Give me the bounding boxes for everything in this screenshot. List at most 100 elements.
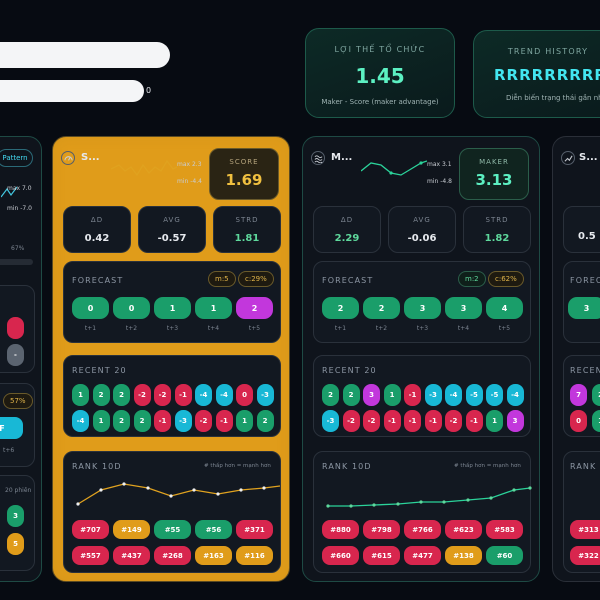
rank-chip[interactable]: #55 bbox=[154, 520, 191, 539]
left-sparkline bbox=[1, 186, 17, 198]
recent-chip: 2 bbox=[113, 410, 130, 432]
maker-rank-line bbox=[326, 486, 532, 508]
rank-chip[interactable]: #707 bbox=[72, 520, 109, 539]
left-tag: 57% bbox=[3, 393, 33, 409]
score-min-label: min -4.4 bbox=[177, 178, 202, 185]
recent-chip: -3 bbox=[424, 384, 442, 406]
forecast-step-label: t+3 bbox=[166, 325, 179, 332]
recent-chip: -1 bbox=[383, 410, 401, 432]
forecast-label: FORECAST bbox=[72, 276, 124, 285]
secondary-input[interactable] bbox=[0, 80, 144, 102]
maker-panel-title: M... bbox=[331, 152, 353, 163]
recent-chip: 1 bbox=[236, 410, 253, 432]
rank-chip[interactable]: #477 bbox=[404, 546, 441, 565]
maker-panel: M... max 3.1 min -4.8 MAKER 3.13 ΔD 2.29… bbox=[302, 136, 540, 582]
trend-history-subtitle: Diễn biến trạng thái gần nh bbox=[506, 94, 600, 102]
forecast-chip[interactable]: 3 bbox=[445, 297, 482, 319]
recent-chip: 0 bbox=[236, 384, 253, 406]
left-min-label: min -7.0 bbox=[7, 205, 32, 212]
score-forecast-card: FORECAST m:5 c:29% 0 t+1 0 t+2 1 t+3 1 t+4 2 t+5 bbox=[63, 261, 281, 343]
rank-chip[interactable]: #766 bbox=[404, 520, 441, 539]
rank-chip[interactable]: #880 bbox=[322, 520, 359, 539]
score-max-label: max 2.3 bbox=[177, 161, 202, 168]
recent-chip: 1 bbox=[383, 384, 401, 406]
recent-chip: 2 bbox=[113, 384, 130, 406]
rank-chip[interactable]: #138 bbox=[445, 546, 482, 565]
rank-chip[interactable]: #557 bbox=[72, 546, 109, 565]
rank-chip[interactable]: #149 bbox=[113, 520, 150, 539]
maker-min-label: min -4.8 bbox=[427, 178, 452, 185]
rank-chip[interactable]: #798 bbox=[363, 520, 400, 539]
rank-chip[interactable]: #437 bbox=[113, 546, 150, 565]
rank-chip[interactable]: #660 bbox=[322, 546, 359, 565]
search-input[interactable] bbox=[0, 42, 170, 68]
rank-chip[interactable]: #60 bbox=[486, 546, 523, 565]
forecast-chip[interactable]: 3 bbox=[404, 297, 441, 319]
forecast-chip[interactable]: 2 bbox=[236, 297, 273, 319]
rank-chip[interactable]: #623 bbox=[445, 520, 482, 539]
score-rank-card: RANK 10D # thấp hơn = mạnh hơn #707 #149 #… bbox=[63, 451, 281, 573]
forecast-step-label: t+3 bbox=[416, 325, 429, 332]
recent-label: RECENT 20 bbox=[322, 366, 377, 375]
right-recent-card: RECEN 7 2 0 1 bbox=[563, 355, 600, 437]
rank-chip[interactable]: #116 bbox=[236, 546, 273, 565]
rank-chip[interactable]: #583 bbox=[486, 520, 523, 539]
rank-note: # thấp hơn = mạnh hơn bbox=[204, 463, 271, 469]
forecast-step-label: t+5 bbox=[498, 325, 511, 332]
score-rank-line bbox=[76, 482, 281, 506]
rank-chip[interactable]: #56 bbox=[195, 520, 232, 539]
score-metric-strd: STRD 1.81 bbox=[213, 206, 281, 253]
metric-value: 1.82 bbox=[484, 233, 510, 244]
metric-label: STRD bbox=[235, 216, 259, 224]
forecast-chip[interactable]: 0 bbox=[72, 297, 109, 319]
right-panel-title: S... bbox=[579, 152, 598, 163]
recent-chip: -2 bbox=[195, 410, 212, 432]
gauge-icon[interactable] bbox=[61, 151, 75, 165]
forecast-chip[interactable]: 2 bbox=[322, 297, 359, 319]
rank-chip[interactable]: #163 bbox=[195, 546, 232, 565]
recent-chip: 2 bbox=[92, 384, 110, 406]
forecast-chip[interactable]: 1 bbox=[195, 297, 232, 319]
forecast-chip[interactable]: 1 bbox=[154, 297, 191, 319]
recent-chip: 0 bbox=[570, 410, 587, 432]
recent-chip: -5 bbox=[486, 384, 503, 406]
recent-label: RECEN bbox=[570, 366, 600, 375]
rank-chip[interactable]: #268 bbox=[154, 546, 191, 565]
left-chip-3: 3 bbox=[7, 505, 24, 527]
rank-chip[interactable]: #615 bbox=[363, 546, 400, 565]
forecast-tag-c: c:29% bbox=[238, 271, 274, 287]
left-progress-track bbox=[0, 259, 33, 265]
recent-chip: 2 bbox=[133, 410, 151, 432]
recent-chip: 1 bbox=[92, 410, 110, 432]
rank-chip: #313 bbox=[570, 520, 600, 539]
recent-chip: 7 bbox=[570, 384, 587, 406]
trend-history-title: TREND HISTORY bbox=[507, 47, 589, 56]
score-metric-delta: ΔD 0.42 bbox=[63, 206, 131, 253]
right-forecast-card: FORECAS 3 bbox=[563, 261, 600, 343]
pattern-button[interactable]: Pattern bbox=[0, 149, 33, 167]
recent-chip: -1 bbox=[465, 410, 483, 432]
recent-chip: -1 bbox=[154, 410, 171, 432]
forecast-chip[interactable]: 2 bbox=[363, 297, 400, 319]
forecast-label: FORECAST bbox=[322, 276, 374, 285]
forecast-chip[interactable]: 4 bbox=[486, 297, 523, 319]
recent-chip: 2 bbox=[256, 410, 274, 432]
metric-value: -0.57 bbox=[157, 233, 187, 244]
metric-value: 2.29 bbox=[334, 233, 360, 244]
waves-icon[interactable] bbox=[311, 151, 325, 165]
left-card-3 bbox=[0, 475, 35, 571]
forecast-step-label: t+4 bbox=[207, 325, 220, 332]
recent-chip: -2 bbox=[133, 384, 151, 406]
trend-history-card: TREND HISTORY RRRRRRRRR Diễn biến trạng … bbox=[473, 30, 600, 118]
right-metric: 0.5 bbox=[563, 206, 600, 253]
maker-advantage-subtitle: Maker - Score (maker advantage) bbox=[321, 98, 439, 106]
left-f-button[interactable]: F bbox=[0, 417, 23, 439]
forecast-chip[interactable]: 0 bbox=[113, 297, 150, 319]
maker-metric-delta: ΔD 2.29 bbox=[313, 206, 381, 253]
metric-value: 1.81 bbox=[234, 233, 260, 244]
rank-label: RANK 10D bbox=[72, 462, 122, 471]
rank-chip[interactable]: #371 bbox=[236, 520, 273, 539]
recent-chip: -3 bbox=[256, 384, 274, 406]
trend-up-icon[interactable] bbox=[561, 151, 575, 165]
metric-value: 0.42 bbox=[84, 233, 110, 244]
